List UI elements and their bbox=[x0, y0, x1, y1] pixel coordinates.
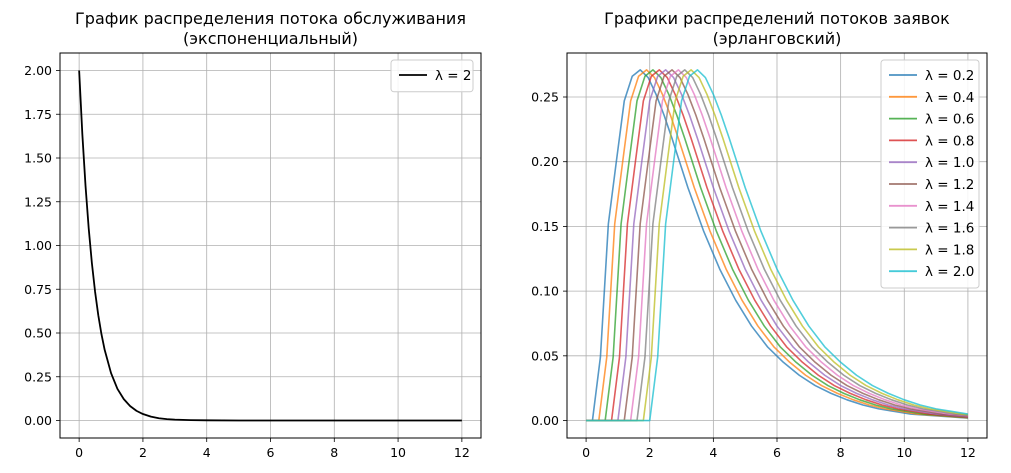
y-tick-label: 0.00 bbox=[531, 413, 559, 428]
y-tick-label: 0.25 bbox=[24, 369, 52, 384]
legend: λ = 2 bbox=[390, 59, 474, 93]
legend-entry-label: λ = 1.8 bbox=[925, 242, 974, 258]
erlang-chart: Графики распределений потоков заявок(эрл… bbox=[531, 9, 988, 460]
x-tick-label: 8 bbox=[330, 445, 338, 460]
series-line-0 bbox=[78, 70, 462, 422]
x-tick-label: 4 bbox=[203, 445, 211, 460]
legend-entry-label: λ = 2 bbox=[435, 68, 471, 84]
x-tick-label: 8 bbox=[837, 445, 845, 460]
legend-entry-label: λ = 0.8 bbox=[925, 133, 974, 149]
series-line-9 bbox=[586, 69, 969, 422]
y-tick-label: 0.75 bbox=[24, 282, 52, 297]
legend: λ = 0.2 λ = 0.4 λ = 0.6 λ = 0.8 λ = 1.0 λ = 1… bbox=[880, 59, 980, 289]
legend-entry-label: λ = 2.0 bbox=[925, 264, 974, 280]
x-tick-label: 10 bbox=[896, 445, 912, 460]
y-tick-label: 1.25 bbox=[24, 194, 52, 209]
y-tick-label: 1.75 bbox=[24, 107, 52, 122]
y-tick-label: 1.50 bbox=[24, 151, 52, 166]
legend-box bbox=[390, 59, 474, 93]
x-tick-label: 4 bbox=[709, 445, 717, 460]
y-tick-label: 1.00 bbox=[24, 238, 52, 253]
x-tick-label: 2 bbox=[139, 445, 147, 460]
exponential-chart: График распределения потока обслуживания… bbox=[24, 9, 482, 460]
legend-box bbox=[880, 59, 980, 289]
y-tick-label: 0.50 bbox=[24, 326, 52, 341]
legend-entry-label: λ = 1.4 bbox=[925, 199, 974, 215]
y-tick-label: 0.00 bbox=[24, 413, 52, 428]
chart-title-line: (эрланговский) bbox=[713, 29, 842, 48]
x-tick-label: 12 bbox=[960, 445, 976, 460]
series-line-6 bbox=[586, 69, 968, 422]
series-line-1 bbox=[586, 69, 968, 422]
series-line-2 bbox=[586, 69, 968, 422]
chart-title-line: Графики распределений потоков заявок bbox=[604, 9, 950, 28]
y-tick-label: 0.25 bbox=[531, 90, 559, 105]
legend-entry-label: λ = 0.2 bbox=[925, 68, 974, 84]
x-tick-label: 6 bbox=[267, 445, 275, 460]
legend-entry-label: λ = 1.2 bbox=[925, 177, 974, 193]
series-line-0 bbox=[586, 69, 968, 422]
plot-area bbox=[586, 69, 969, 422]
x-tick-label: 0 bbox=[582, 445, 590, 460]
y-tick-label: 0.20 bbox=[531, 154, 559, 169]
x-tick-label: 0 bbox=[75, 445, 83, 460]
chart-title-line: (экспоненциальный) bbox=[183, 29, 358, 48]
y-tick-label: 0.10 bbox=[531, 284, 559, 299]
series-line-3 bbox=[586, 69, 968, 422]
series-line-5 bbox=[586, 69, 968, 422]
series-line-4 bbox=[586, 69, 968, 422]
legend-entry-label: λ = 1.6 bbox=[925, 221, 974, 237]
chart-title-line: График распределения потока обслуживания bbox=[75, 9, 466, 28]
y-tick-label: 0.05 bbox=[531, 348, 559, 363]
legend-entry-label: λ = 1.0 bbox=[925, 155, 974, 171]
x-tick-label: 6 bbox=[773, 445, 781, 460]
y-tick-label: 0.15 bbox=[531, 219, 559, 234]
x-tick-label: 12 bbox=[454, 445, 470, 460]
legend-entry-label: λ = 0.4 bbox=[925, 90, 974, 106]
x-tick-label: 10 bbox=[390, 445, 406, 460]
x-tick-label: 2 bbox=[646, 445, 654, 460]
plot-area bbox=[78, 70, 462, 422]
series-line-8 bbox=[586, 69, 968, 422]
legend-entry-label: λ = 0.6 bbox=[925, 112, 974, 128]
y-tick-label: 2.00 bbox=[24, 63, 52, 78]
series-line-7 bbox=[586, 69, 968, 422]
